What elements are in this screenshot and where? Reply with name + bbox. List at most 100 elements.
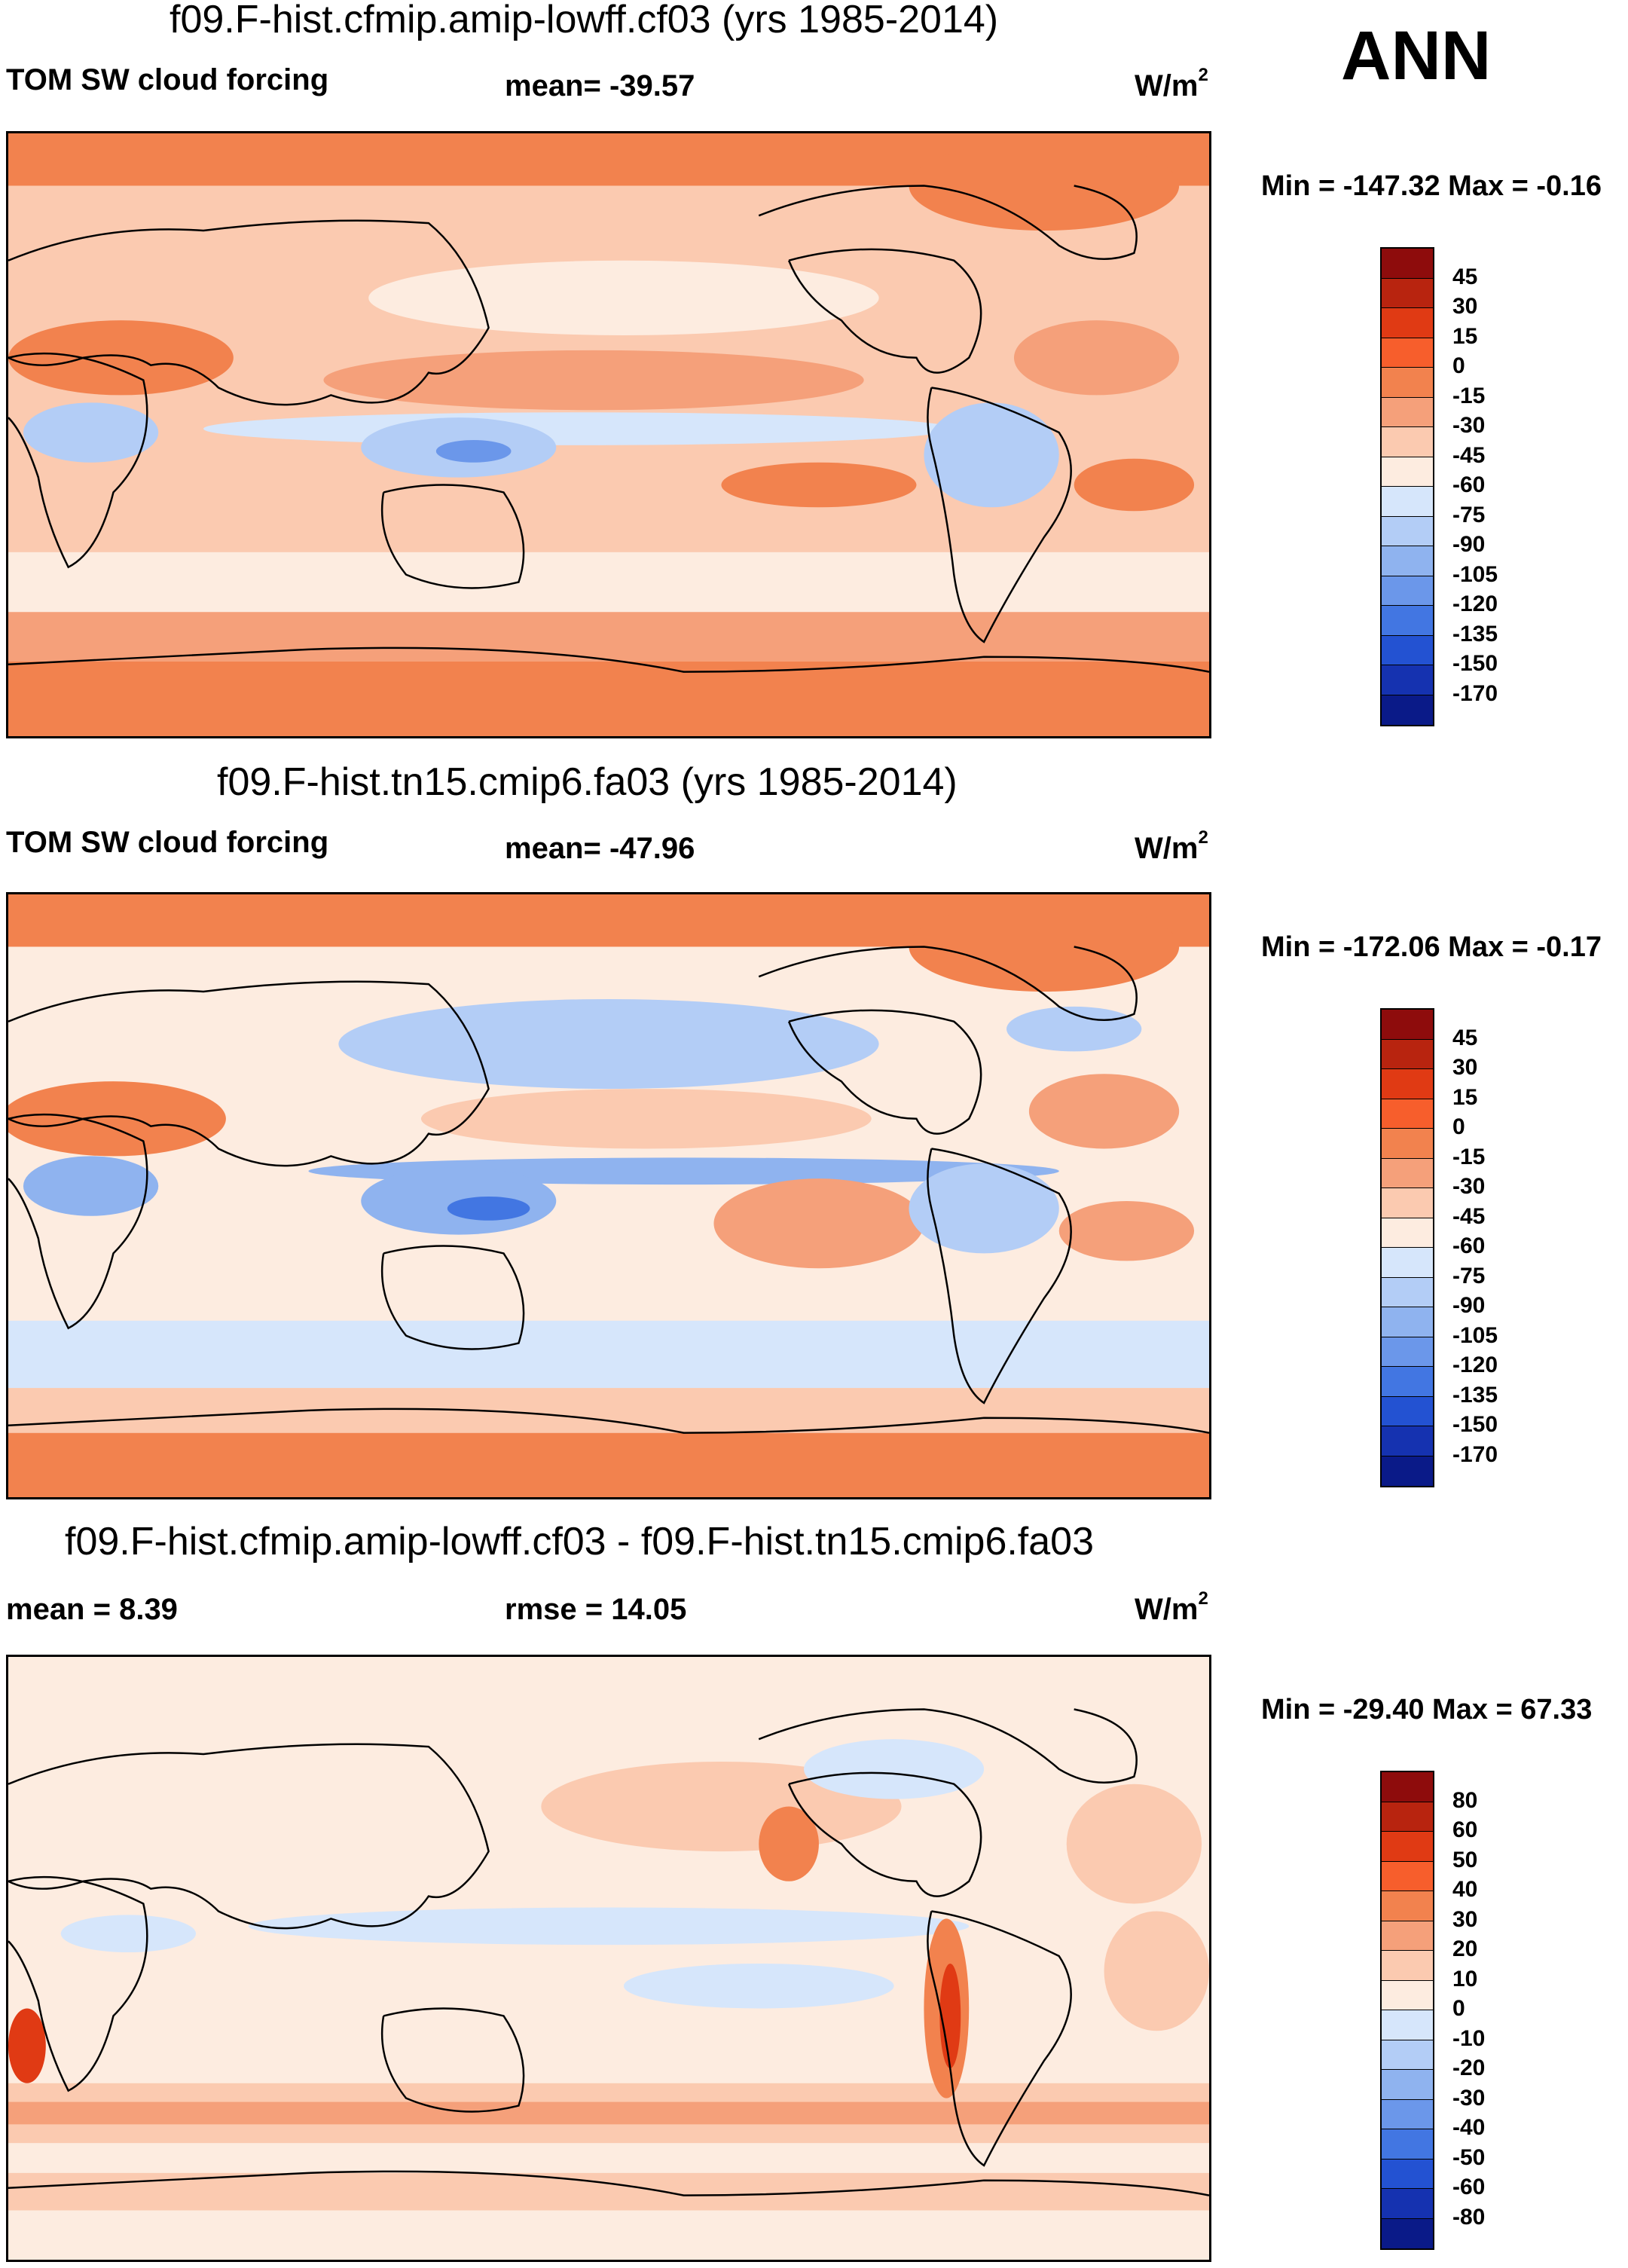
colorbar-swatch [1382, 1802, 1433, 1832]
southern-ocean-blue [8, 1320, 1209, 1389]
colorbar-tick-label: -105 [1452, 1322, 1498, 1348]
sahara-red [8, 320, 234, 396]
colorbar-tick-label: -10 [1452, 2025, 1486, 2051]
colorbar-tick-label: -170 [1452, 680, 1498, 706]
colorbar-tick-label: 15 [1452, 323, 1478, 349]
colorbar-tick-label: 10 [1452, 1966, 1478, 1991]
colorbar-tick-label: -120 [1452, 1353, 1498, 1377]
colorbar-tick-label: -15 [1452, 1144, 1486, 1169]
colorbar-tick-label: -150 [1452, 651, 1498, 676]
south-atlantic-high [1074, 458, 1195, 512]
equatorial-blue-belt [203, 412, 955, 445]
colorbar-tick-label: -120 [1452, 591, 1498, 616]
panel-1-mean-label: mean= -39.57 [505, 69, 695, 102]
panel-3-mean-label: mean = 8.39 [6, 1593, 178, 1626]
colorbar-swatch [1382, 695, 1433, 725]
colorbar-tick-label: 45 [1452, 264, 1478, 289]
colorbar-tick-label: -60 [1452, 472, 1486, 497]
congo-blue [23, 1156, 159, 1216]
north-atlantic-red [1066, 1784, 1202, 1904]
colorbar-tick-label: -75 [1452, 1263, 1486, 1288]
panel-2-mean-label: mean= -47.96 [505, 832, 695, 865]
colorbar-swatch [1382, 368, 1433, 398]
colorbar-tick-label: 30 [1452, 1055, 1478, 1080]
colorbar-swatch [1382, 1367, 1433, 1397]
antarctic-band [8, 661, 1209, 736]
panel-1-colorbar [1380, 247, 1434, 726]
north-pacific-blue [338, 998, 879, 1090]
namibia-red [8, 2008, 46, 2083]
panel-2-minmax: Min = -172.06 Max = -0.17 [1261, 931, 1602, 963]
colorbar-swatch [1382, 1891, 1433, 1921]
panel-3-title: f09.F-hist.cfmip.amip-lowff.cf03 - f09.F… [65, 1520, 1095, 1563]
south-atlantic-red [1104, 1911, 1209, 2031]
panel-1-title: f09.F-hist.cfmip.amip-lowff.cf03 (yrs 19… [170, 0, 999, 41]
colorbar-swatch [1382, 1951, 1433, 1981]
colorbar-tick-label: 50 [1452, 1847, 1478, 1872]
amazon-blue [924, 402, 1059, 508]
colorbar-swatch [1382, 2218, 1433, 2248]
map-base [8, 1657, 1209, 2260]
colorbar-swatch [1382, 2099, 1433, 2129]
colorbar-tick-label: 15 [1452, 1084, 1478, 1110]
colorbar-tick-label: -90 [1452, 1293, 1486, 1318]
panel-2-colorbar [1380, 1008, 1434, 1487]
colorbar-tick-label: -60 [1452, 1233, 1486, 1258]
north-america-blue [804, 1739, 985, 1799]
antarctic-band [8, 1432, 1209, 1497]
north-atlantic-red [1013, 320, 1180, 396]
colorbar-tick-label: 0 [1452, 1996, 1465, 2021]
colorbar-tick-label: -40 [1452, 2115, 1486, 2140]
colorbar-tick-label: -30 [1452, 2085, 1486, 2111]
equatorial-blue [248, 1907, 970, 1946]
panel-2-map [6, 892, 1211, 1499]
colorbar-tick-label: -45 [1452, 1203, 1486, 1229]
colorbar-tick-label: 80 [1452, 1787, 1478, 1813]
colorbar-tick-label: -15 [1452, 383, 1486, 408]
midlat-south-band [8, 612, 1209, 662]
colorbar-swatch [1382, 1248, 1433, 1278]
colorbar-tick-label: -60 [1452, 2175, 1486, 2199]
colorbar-swatch [1382, 249, 1433, 279]
coastlines [8, 946, 1209, 1434]
colorbar-tick-label: -170 [1452, 1441, 1498, 1467]
colorbar-tick-label: 60 [1452, 1817, 1478, 1842]
panel-3-map [6, 1655, 1211, 2262]
colorbar-swatch [1382, 1158, 1433, 1188]
warm-pool-core [447, 1196, 530, 1221]
colorbar-swatch [1382, 2010, 1433, 2040]
colorbar-swatch [1382, 516, 1433, 546]
colorbar-swatch [1382, 308, 1433, 338]
greenland-red [909, 140, 1180, 231]
colorbar-swatch [1382, 1772, 1433, 1802]
colorbar-swatch [1382, 2189, 1433, 2219]
north-pacific-high [420, 1089, 872, 1149]
north-pacific-low [368, 260, 879, 335]
panel-3-rmse-label: rmse = 14.05 [505, 1593, 687, 1626]
colorbar-swatch [1382, 1396, 1433, 1426]
panel-1-units: W/m2 [1135, 65, 1208, 102]
colorbar-swatch [1382, 338, 1433, 368]
colorbar-tick-label: -135 [1452, 621, 1498, 646]
colorbar-swatch [1382, 2040, 1433, 2070]
colorbar-tick-label: -90 [1452, 532, 1486, 557]
colorbar-tick-label: -30 [1452, 413, 1486, 438]
colorbar-swatch [1382, 1337, 1433, 1367]
south-pacific-blue [623, 1963, 894, 2009]
colorbar-swatch [1382, 1069, 1433, 1099]
panel-2-variable-label: TOM SW cloud forcing [6, 826, 329, 859]
colorbar-swatch [1382, 1921, 1433, 1951]
colorbar-swatch [1382, 1099, 1433, 1129]
colorbar-swatch [1382, 1218, 1433, 1248]
colorbar-swatch [1382, 427, 1433, 457]
panel-1-variable-label: TOM SW cloud forcing [6, 63, 329, 96]
southern-pale-band [8, 552, 1209, 620]
coastlines [8, 1708, 1209, 2196]
colorbar-swatch [1382, 1188, 1433, 1218]
panel-2-units: W/m2 [1135, 827, 1208, 865]
colorbar-tick-label: -30 [1452, 1174, 1486, 1199]
north-atlantic-blue [1006, 1006, 1142, 1052]
colorbar-swatch [1382, 1456, 1433, 1486]
colorbar-tick-label: 45 [1452, 1025, 1478, 1050]
panel-3-colorbar [1380, 1771, 1434, 2250]
